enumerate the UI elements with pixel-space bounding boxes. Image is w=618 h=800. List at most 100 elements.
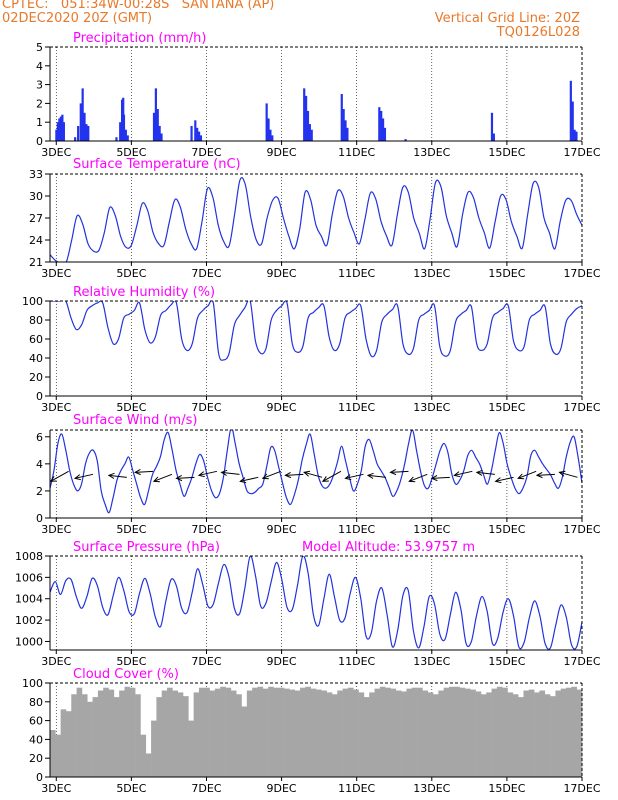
y-tick-label: 24 <box>29 234 43 247</box>
cloud-bar <box>241 706 248 777</box>
y-tick-label: 1006 <box>15 571 43 584</box>
wind-arrow <box>345 473 364 479</box>
cloud-bar <box>262 688 269 777</box>
wind-arrow-head <box>284 471 292 479</box>
wind-arrow-head <box>344 474 352 481</box>
wind-arrow-head <box>220 469 228 476</box>
cloud-bar <box>486 692 492 777</box>
wind-arrow-head <box>535 471 543 479</box>
y-tick-label: 4 <box>36 458 43 471</box>
precip-bar <box>269 129 272 141</box>
x-tick-label: 9DEC <box>267 146 297 159</box>
cloud-bar <box>300 687 306 777</box>
precip-bar <box>122 114 126 141</box>
y-tick-label: 80 <box>29 696 43 709</box>
precip-bar <box>194 120 197 141</box>
cloud-bar <box>50 730 56 777</box>
x-tick-label: 11DEC <box>338 523 375 536</box>
cloud-bar <box>113 697 120 777</box>
precip-bar <box>124 129 127 141</box>
panel-title: Surface Pressure (hPa) <box>73 540 220 555</box>
panel-title: Surface Wind (m/s) <box>73 413 197 428</box>
precip-bar <box>303 88 306 141</box>
precip-bar <box>271 135 274 141</box>
panel-3: 0 2 4 6 3DEC 5DEC 7DEC 9DEC 11DEC 13DEC 15DEC 17DEC… <box>36 413 601 536</box>
cloud-bar <box>395 690 402 777</box>
y-tick-label: 4 <box>36 60 43 73</box>
cloud-bar <box>571 686 577 777</box>
cloud-bar <box>496 686 503 777</box>
cloud-bar <box>555 690 562 777</box>
y-tick-label: 0 <box>36 771 43 784</box>
wind-arrow <box>176 476 195 479</box>
cloud-bar <box>204 687 210 777</box>
cloud-bar <box>443 687 450 777</box>
cloud-bar <box>385 687 391 777</box>
plot-clip <box>50 430 582 514</box>
x-tick-label: 15DEC <box>488 655 525 668</box>
precip-bar <box>79 103 82 141</box>
wind-arrow-head <box>107 472 115 479</box>
precip-bar <box>378 107 381 141</box>
cloud-bar <box>92 697 99 777</box>
x-tick-label: 13DEC <box>413 401 450 414</box>
precip-bar <box>571 101 574 141</box>
header-code: TQ0126L028 <box>496 25 580 40</box>
cloud-bar <box>363 697 370 777</box>
panel-title: Relative Humidity (%) <box>73 285 215 300</box>
panel-title: Surface Temperature (nC) <box>73 157 241 172</box>
header-station: CPTEC: 051:34W-00:28S SANTANA (AP) <box>2 0 275 12</box>
precip-bar <box>120 99 124 141</box>
cloud-bar <box>273 687 280 777</box>
wind-arrow-head <box>475 469 483 476</box>
precip-bar <box>59 116 62 141</box>
precip-bar <box>199 135 203 141</box>
x-tick-label: 3DEC <box>41 655 71 668</box>
y-tick-label: 2 <box>36 485 43 498</box>
plot-clip <box>50 301 582 361</box>
wind-arrow <box>221 471 240 475</box>
x-tick-label: 9DEC <box>267 267 297 280</box>
x-tick-label: 5DEC <box>116 146 146 159</box>
x-tick-label: 11DEC <box>338 782 375 795</box>
cloud-bar <box>523 690 530 777</box>
precip-bar <box>342 109 345 141</box>
panel-4: 1000 1002 1004 1006 1008 3DEC 5DEC 7DEC 9DEC 11DE… <box>15 540 601 668</box>
y-tick-label: 1008 <box>15 550 43 563</box>
x-tick-label: 11DEC <box>338 267 375 280</box>
precip-bar <box>304 95 308 141</box>
wind-arrow <box>390 470 409 473</box>
wind-arrow <box>409 473 428 482</box>
wind-arrow <box>262 470 281 479</box>
y-tick-label: 1000 <box>15 635 43 648</box>
cloud-bar <box>374 688 381 777</box>
cloud-bar <box>566 687 572 777</box>
wind-arrow <box>559 471 578 478</box>
cloud-bar <box>358 692 365 777</box>
precip-bar <box>490 112 494 141</box>
precip-bar <box>61 114 64 141</box>
x-tick-label: 13DEC <box>413 267 450 280</box>
cloud-bar <box>177 692 184 777</box>
x-tick-label: 3DEC <box>41 267 71 280</box>
cloud-bar <box>480 694 487 777</box>
y-tick-label: 20 <box>29 752 43 765</box>
y-tick-label: 27 <box>29 212 43 225</box>
y-tick-label: 100 <box>22 295 43 308</box>
x-tick-label: 7DEC <box>191 655 221 668</box>
series-line <box>50 556 582 650</box>
cloud-bar <box>433 694 439 777</box>
precip-bar <box>404 139 407 141</box>
plot-clip <box>50 556 582 650</box>
cloud-bar <box>129 687 136 777</box>
cloud-bar <box>337 690 343 777</box>
precip-bar <box>126 135 129 141</box>
cloud-bar <box>544 694 551 777</box>
cloud-bar <box>475 691 482 777</box>
precip-bar <box>308 124 311 141</box>
precip-bar <box>158 125 161 141</box>
y-tick-label: 0 <box>36 135 43 148</box>
x-tick-label: 15DEC <box>488 523 525 536</box>
x-tick-label: 17DEC <box>563 267 600 280</box>
